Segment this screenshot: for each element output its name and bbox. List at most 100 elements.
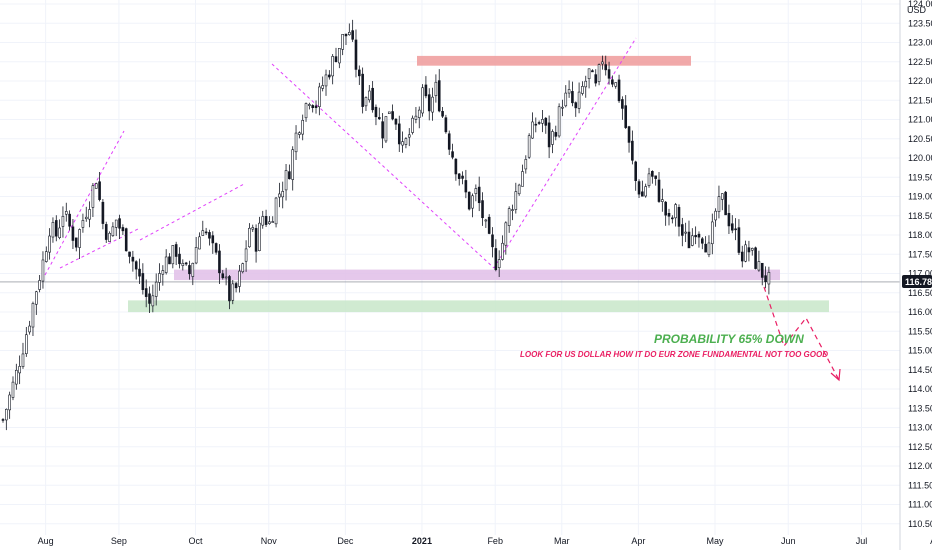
candle-body xyxy=(607,69,611,79)
candle-body xyxy=(104,224,108,240)
y-tick-label: 124.00 xyxy=(908,0,932,9)
x-tick-label: Jul xyxy=(856,536,868,546)
candle-body xyxy=(254,228,258,252)
candle-body xyxy=(704,243,707,253)
candle-body xyxy=(61,216,65,227)
candle-body xyxy=(591,70,594,73)
candle-body xyxy=(684,231,687,234)
candle-body xyxy=(574,102,578,109)
candle-body xyxy=(394,118,398,125)
candle-body xyxy=(654,175,657,179)
candle-body xyxy=(737,227,741,253)
candle-body xyxy=(281,191,285,198)
candle-body xyxy=(651,171,654,177)
candle-body xyxy=(324,74,328,87)
candle-body xyxy=(494,248,498,271)
candle-body xyxy=(730,223,734,231)
candle-body xyxy=(747,247,751,253)
candle-body xyxy=(284,170,288,191)
candle-body xyxy=(138,268,141,277)
x-tick-label: 2021 xyxy=(412,536,432,546)
candle-body xyxy=(211,235,215,244)
candle-body xyxy=(637,181,641,195)
candle-body xyxy=(304,103,308,119)
candle-body xyxy=(511,209,514,211)
y-tick-label: 111.50 xyxy=(908,480,932,490)
candle-body xyxy=(694,235,697,238)
candle-body xyxy=(541,119,544,124)
candle-body xyxy=(154,281,158,297)
candle-body xyxy=(231,283,235,301)
candle-body xyxy=(767,271,771,285)
y-tick-label: 113.00 xyxy=(908,423,932,433)
candle-body xyxy=(521,171,524,187)
candle-body xyxy=(677,207,681,227)
x-axis[interactable]: Aug Sep Oct Nov Dec 2021 Feb Mar Apr May Jun Jul Aug… xyxy=(38,536,932,546)
candle-body xyxy=(417,109,421,118)
candle-body xyxy=(734,228,737,231)
candle-body xyxy=(710,221,714,245)
candle-body xyxy=(760,262,764,278)
x-tick-label: Mar xyxy=(554,536,570,546)
y-tick-label: 116.50 xyxy=(908,288,932,298)
candle-body xyxy=(124,228,128,252)
candle-body xyxy=(491,234,494,248)
candle-body xyxy=(91,185,95,208)
candle-body xyxy=(331,56,334,77)
candle-body xyxy=(28,325,31,333)
candle-body xyxy=(168,256,171,265)
candle-body xyxy=(387,111,391,114)
candle-body xyxy=(338,48,341,64)
candle-body xyxy=(188,265,191,275)
candle-body xyxy=(471,195,474,209)
candle-body xyxy=(454,158,458,175)
y-tick-label: 116.00 xyxy=(908,307,932,317)
candle-body xyxy=(218,250,221,274)
candle-body xyxy=(208,232,211,239)
candle-body xyxy=(564,92,568,107)
candle-body xyxy=(328,74,331,78)
y-tick-label: 119.00 xyxy=(908,192,932,202)
candle-body xyxy=(134,261,138,270)
candle-body xyxy=(671,217,674,220)
y-axis[interactable]: 124.00 123.50 123.00 122.50 122.00 121.50 121.… xyxy=(899,0,932,550)
candle-body xyxy=(371,87,374,111)
candle-body xyxy=(25,334,28,354)
projection-arrowhead xyxy=(830,368,841,382)
candle-body xyxy=(441,111,444,117)
candlestick-series xyxy=(1,19,771,431)
candle-body xyxy=(148,293,151,304)
candle-body xyxy=(178,253,181,265)
candle-body xyxy=(501,242,504,260)
candle-body xyxy=(581,86,584,94)
candle-body xyxy=(194,247,198,264)
candle-body xyxy=(318,86,321,108)
resistance-zone xyxy=(417,55,691,66)
candle-body xyxy=(724,191,727,216)
x-tick-label: Aug xyxy=(930,536,932,546)
candle-body xyxy=(71,226,75,241)
candle-body xyxy=(567,89,571,94)
currency-label: USD xyxy=(907,5,927,15)
y-tick-label: 122.00 xyxy=(908,76,932,86)
candle-body xyxy=(288,171,291,180)
candle-body xyxy=(577,91,581,109)
candle-body xyxy=(681,224,684,236)
y-tick-label: 121.00 xyxy=(908,115,932,125)
candle-body xyxy=(434,81,438,97)
candle-body xyxy=(554,132,558,137)
candle-body xyxy=(597,64,601,82)
candle-body xyxy=(497,259,501,269)
chart-zones xyxy=(128,55,829,313)
candle-body xyxy=(268,221,271,224)
candle-body xyxy=(361,73,364,107)
candle-body xyxy=(184,262,188,265)
candle-body xyxy=(98,181,101,200)
y-tick-label: 118.00 xyxy=(908,230,932,240)
y-tick-label: 115.50 xyxy=(908,326,932,336)
candle-body xyxy=(58,227,61,238)
candle-body xyxy=(551,131,554,145)
y-tick-label: 122.50 xyxy=(908,57,932,67)
candle-body xyxy=(291,149,295,180)
